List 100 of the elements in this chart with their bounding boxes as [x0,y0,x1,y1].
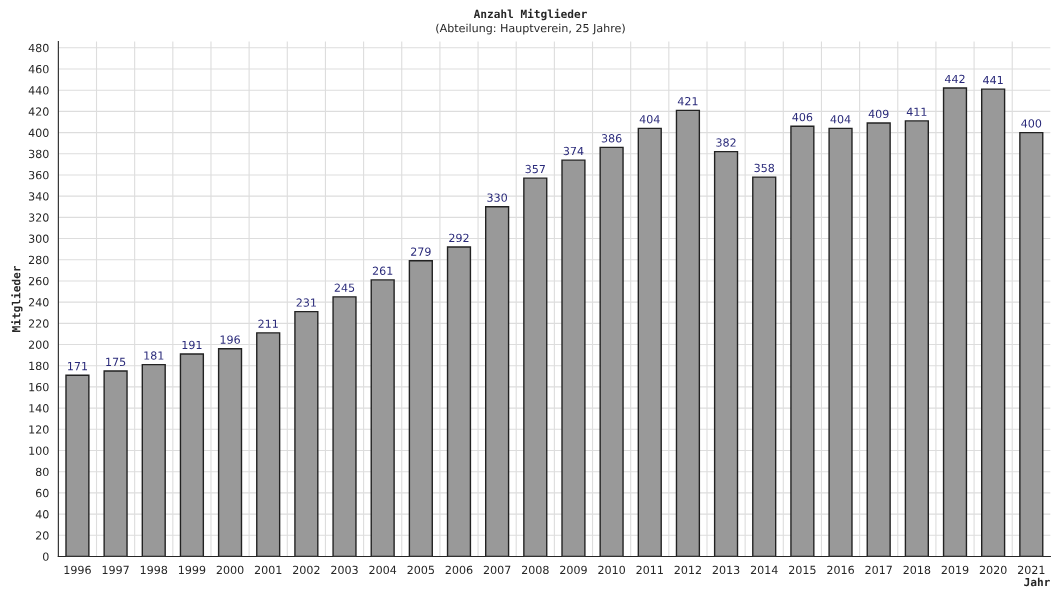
bar [103,370,128,557]
x-tick-label: 2009 [560,565,587,575]
x-tick-label: 2002 [293,565,320,575]
data-label: 181 [144,351,164,360]
bar [599,146,624,557]
x-tick-label: 1996 [64,565,91,575]
bar [981,88,1006,557]
y-tick-label: 280 [28,255,49,265]
y-tick-label: 420 [28,107,49,116]
x-tick-label: 2015 [789,565,816,575]
data-label: 404 [830,115,851,124]
data-label: 261 [372,266,393,275]
bar [256,332,281,557]
bar [752,176,777,557]
bar [484,206,510,557]
data-label: 171 [68,362,88,371]
x-tick-label: 2017 [865,565,892,575]
y-tick-label: 380 [28,149,49,159]
bar [523,177,548,557]
y-tick-label: 300 [28,234,49,243]
y-tick-label: 360 [28,170,49,180]
x-tick-label: 2003 [331,565,358,575]
x-tick-label: 2004 [369,565,397,575]
data-label: 442 [944,74,965,83]
y-tick-label: 40 [35,510,49,519]
bar [332,296,357,557]
data-label: 358 [754,163,775,173]
bar [370,279,395,557]
y-tick-label: 400 [28,128,49,137]
x-tick-label: 2016 [827,565,854,575]
bar [217,348,243,557]
data-label: 404 [639,115,660,124]
y-tick-label: 480 [28,43,49,53]
data-label: 245 [334,283,355,292]
x-tick-label: 1999 [178,565,206,575]
x-tick-label: 2021 [1017,565,1045,575]
x-axis-title: Jahr [1024,577,1050,587]
x-tick-label: 2014 [750,565,778,575]
y-tick-label: 60 [35,488,49,498]
x-tick-label: 2013 [712,565,740,575]
x-tick-label: 2011 [636,565,663,575]
bar [446,246,472,557]
y-tick-label: 140 [29,404,49,413]
y-tick-label: 80 [35,467,49,477]
data-label: 421 [677,96,698,106]
x-tick-label: 2006 [445,565,473,575]
x-tick-label: 2000 [216,565,244,575]
data-label: 386 [601,134,622,143]
bar [828,127,853,557]
data-label: 191 [182,340,202,350]
y-tick-label: 200 [28,340,49,349]
chart-title: Anzahl Mitglieder [473,8,587,21]
y-tick-label: 180 [29,361,49,371]
y-tick-label: 220 [28,319,49,328]
y-tick-label: 260 [28,276,49,286]
data-label: 211 [258,319,278,328]
bar [561,159,586,557]
y-axis-title: Mitglieder [11,265,23,332]
bar [942,87,968,557]
x-tick-label: 1997 [102,565,129,575]
data-label: 411 [906,107,927,116]
bar [141,363,166,557]
bar [65,374,90,557]
y-tick-label: 100 [29,446,49,455]
data-label: 357 [525,164,545,174]
bar [294,310,319,557]
data-label: 292 [449,233,469,243]
y-tick-label: 340 [28,192,49,201]
bar [866,122,891,557]
x-tick-label: 2001 [254,565,282,575]
y-tick-label: 320 [28,213,49,222]
bar [790,125,815,557]
bar [179,353,205,557]
bar [1019,131,1044,557]
data-label: 196 [220,335,240,344]
y-tick-label: 160 [29,382,49,392]
x-tick-label: 2012 [674,565,701,575]
y-tick-label: 460 [28,64,49,74]
x-tick-label: 2020 [979,565,1007,575]
data-label: 231 [296,298,316,307]
x-tick-label: 2007 [483,565,511,575]
x-tick-label: 1998 [140,565,168,575]
y-tick-label: 0 [42,552,49,561]
data-label: 374 [563,146,584,156]
x-tick-label: 2008 [521,565,549,575]
bar [904,120,929,557]
data-label: 441 [983,75,1003,85]
data-label: 382 [716,138,736,147]
bar [675,109,701,557]
bar [713,150,739,557]
y-tick-label: 20 [36,531,49,540]
x-tick-label: 2019 [941,565,969,575]
y-tick-label: 440 [28,86,49,95]
data-label: 330 [487,193,508,202]
data-label: 406 [792,112,813,122]
x-tick-label: 2010 [598,565,626,575]
y-tick-label: 240 [28,298,49,307]
data-label: 409 [868,109,889,119]
data-label: 175 [106,357,126,367]
data-label: 279 [411,247,431,256]
